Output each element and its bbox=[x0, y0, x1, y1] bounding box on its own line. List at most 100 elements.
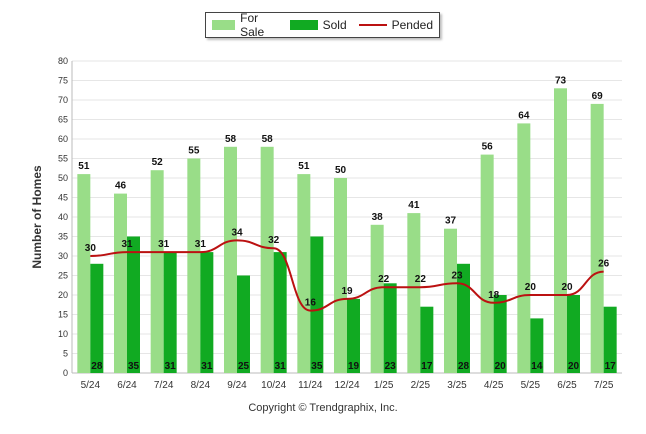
bar-sold bbox=[90, 263, 104, 373]
bar-for-sale bbox=[114, 193, 127, 373]
data-label-for-sale: 55 bbox=[188, 146, 200, 157]
bar-sold bbox=[237, 275, 250, 373]
y-tick-label: 30 bbox=[58, 251, 68, 261]
data-label-pended: 18 bbox=[488, 290, 500, 301]
data-label-sold: 31 bbox=[201, 361, 213, 372]
legend-label-for-sale: For Sale bbox=[240, 11, 265, 39]
data-label-pended: 20 bbox=[561, 282, 573, 293]
data-label-for-sale: 46 bbox=[115, 181, 127, 192]
bar-sold bbox=[420, 306, 434, 373]
y-tick-label: 80 bbox=[58, 56, 68, 66]
x-tick-label: 6/25 bbox=[557, 380, 577, 391]
data-label-for-sale: 52 bbox=[152, 157, 164, 168]
bar-sold bbox=[493, 295, 507, 373]
data-label-pended: 19 bbox=[341, 286, 353, 297]
x-tick-label: 11/24 bbox=[298, 380, 323, 391]
bar-sold bbox=[200, 252, 214, 373]
data-label-for-sale: 56 bbox=[482, 142, 494, 153]
x-tick-label: 5/25 bbox=[521, 380, 541, 391]
data-label-pended: 34 bbox=[231, 227, 243, 238]
copyright-text: Copyright © Trendgraphix, Inc. bbox=[248, 402, 398, 414]
data-label-for-sale: 51 bbox=[78, 161, 90, 172]
data-label-for-sale: 69 bbox=[592, 91, 604, 102]
data-label-for-sale: 58 bbox=[262, 134, 274, 145]
bar-for-sale bbox=[334, 178, 347, 373]
bar-for-sale bbox=[554, 88, 567, 374]
data-label-sold: 31 bbox=[275, 361, 287, 372]
x-tick-label: 7/25 bbox=[594, 380, 614, 391]
data-label-for-sale: 73 bbox=[555, 75, 567, 86]
x-tick-label: 3/25 bbox=[447, 380, 467, 391]
data-label-for-sale: 38 bbox=[372, 212, 384, 223]
bar-sold bbox=[127, 236, 140, 373]
bar-for-sale bbox=[260, 146, 274, 373]
data-label-sold: 20 bbox=[568, 361, 580, 372]
y-tick-label: 5 bbox=[63, 349, 68, 359]
line-pended bbox=[90, 239, 604, 312]
y-tick-label: 15 bbox=[58, 310, 68, 320]
data-label-pended: 23 bbox=[451, 270, 463, 281]
bar-for-sale bbox=[77, 174, 91, 373]
bar-sold bbox=[457, 263, 470, 373]
data-label-for-sale: 50 bbox=[335, 165, 347, 176]
bar-for-sale bbox=[187, 158, 201, 373]
data-label-sold: 23 bbox=[385, 361, 397, 372]
data-label-pended: 31 bbox=[158, 239, 170, 250]
legend-swatch-for-sale bbox=[212, 20, 236, 30]
x-tick-label: 10/24 bbox=[261, 380, 286, 391]
data-label-sold: 25 bbox=[238, 361, 250, 372]
data-label-for-sale: 37 bbox=[445, 216, 457, 227]
data-label-sold: 17 bbox=[605, 361, 617, 372]
data-label-for-sale: 51 bbox=[298, 161, 310, 172]
bar-sold bbox=[347, 298, 360, 373]
y-tick-label: 60 bbox=[58, 134, 68, 144]
x-tick-label: 7/24 bbox=[154, 380, 174, 391]
data-label-sold: 28 bbox=[91, 361, 103, 372]
y-tick-label: 70 bbox=[58, 95, 68, 105]
x-tick-label: 12/24 bbox=[334, 380, 359, 391]
legend-swatch-sold bbox=[289, 20, 318, 30]
y-tick-label: 65 bbox=[58, 115, 68, 125]
bar-sold bbox=[273, 252, 287, 373]
legend-item-pended: Pended bbox=[358, 18, 433, 32]
data-label-pended: 22 bbox=[378, 274, 390, 285]
legend-label-pended: Pended bbox=[391, 18, 433, 32]
bar-for-sale bbox=[370, 224, 384, 373]
x-tick-label: 8/24 bbox=[191, 380, 211, 391]
data-label-sold: 31 bbox=[165, 361, 177, 372]
y-tick-label: 35 bbox=[58, 232, 68, 242]
bar-sold bbox=[310, 236, 324, 373]
data-label-pended: 30 bbox=[85, 243, 97, 254]
legend-item-sold: Sold bbox=[289, 18, 347, 32]
x-tick-label: 1/25 bbox=[374, 380, 394, 391]
data-label-pended: 20 bbox=[525, 282, 537, 293]
data-label-for-sale: 64 bbox=[518, 110, 530, 121]
data-label-for-sale: 58 bbox=[225, 134, 237, 145]
data-label-pended: 26 bbox=[598, 259, 610, 270]
y-tick-label: 75 bbox=[58, 76, 68, 86]
x-tick-label: 6/24 bbox=[117, 380, 137, 391]
data-label-pended: 32 bbox=[268, 235, 280, 246]
y-tick-label: 50 bbox=[58, 173, 68, 183]
bar-sold bbox=[163, 252, 177, 373]
bar-sold bbox=[603, 306, 617, 373]
bar-for-sale bbox=[150, 170, 164, 373]
data-label-pended: 22 bbox=[415, 274, 427, 285]
bar-for-sale bbox=[297, 174, 311, 373]
y-tick-label: 45 bbox=[58, 193, 68, 203]
data-label-sold: 19 bbox=[348, 361, 360, 372]
y-tick-label: 25 bbox=[58, 271, 68, 281]
data-label-sold: 20 bbox=[495, 361, 507, 372]
data-label-pended: 16 bbox=[305, 298, 317, 309]
legend: For Sale Sold Pended bbox=[205, 11, 440, 39]
bar-for-sale bbox=[444, 228, 457, 373]
legend-swatch-pended bbox=[358, 24, 387, 26]
data-label-pended: 31 bbox=[121, 239, 133, 250]
y-tick-label: 20 bbox=[58, 290, 68, 300]
data-label-sold: 35 bbox=[128, 361, 140, 372]
bar-for-sale bbox=[480, 154, 494, 373]
x-tick-label: 5/24 bbox=[81, 380, 101, 391]
y-tick-label: 55 bbox=[58, 154, 68, 164]
x-tick-label: 2/25 bbox=[411, 380, 431, 391]
